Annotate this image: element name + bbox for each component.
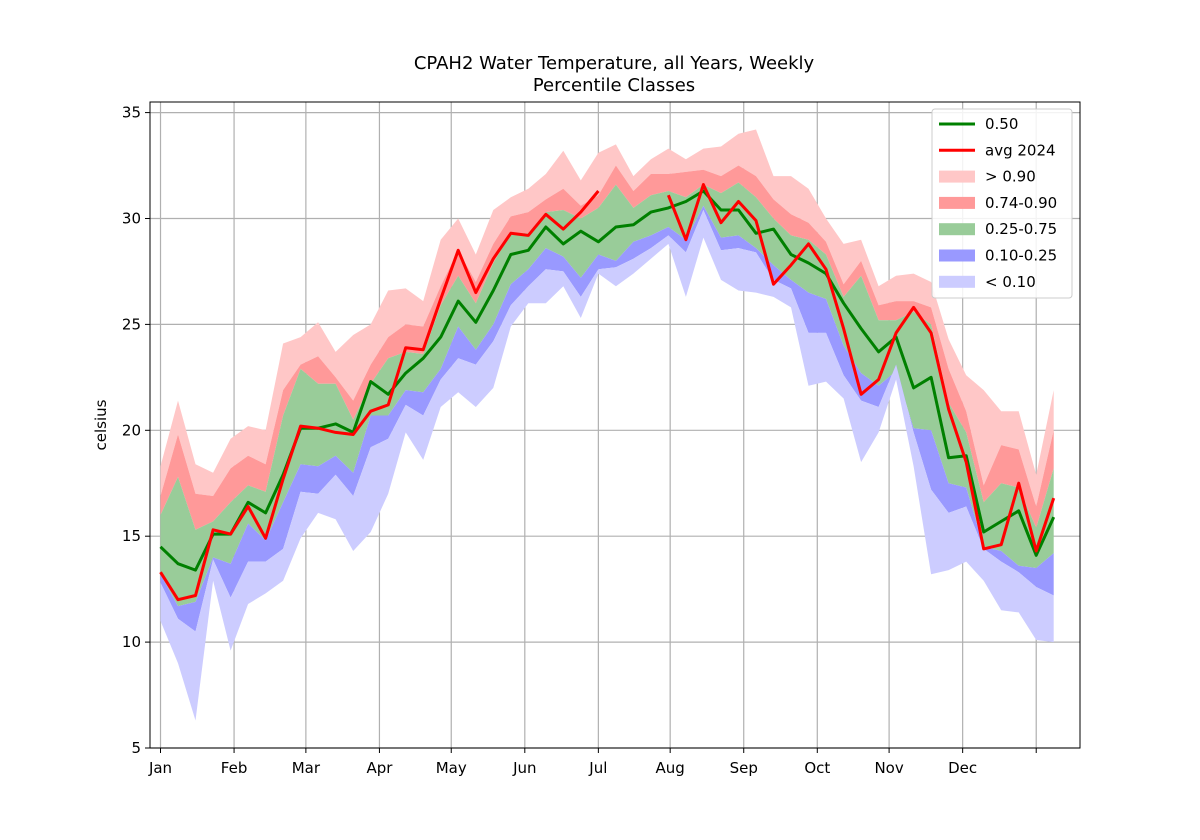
plot-frame	[149, 101, 1081, 749]
legend-entry-label: 0.10-0.25	[985, 247, 1057, 265]
y-axis-label: celsius	[92, 399, 110, 450]
x-tick-label: Feb	[221, 759, 248, 777]
y-tick-label: 20	[122, 421, 141, 439]
legend-patch-swatch	[939, 249, 975, 262]
y-tick-label: 35	[122, 104, 141, 122]
legend-entry-label: avg 2024	[985, 141, 1056, 159]
x-tick-label: Nov	[874, 759, 903, 777]
legend-entry-label: 0.25-0.75	[985, 220, 1057, 238]
y-tick-label: 5	[131, 739, 141, 757]
legend: 0.50 avg 2024 > 0.90 0.74-0.90 0.25-0.75 0.10…	[931, 108, 1073, 299]
band-0-74-0-90	[160, 165, 1054, 530]
y-tick-label: 30	[122, 209, 141, 227]
legend-entry-label: 0.74-0.90	[985, 194, 1057, 212]
series-lines	[159, 183, 1056, 602]
axis-ticks: Jan Feb Mar Apr May Jun Jul Aug Sep Oct Nov Dec 5 10 1…	[122, 104, 1037, 777]
x-tick-label: Mar	[292, 759, 321, 777]
x-tick-label: Dec	[948, 759, 977, 777]
legend-patch-swatch	[939, 223, 975, 236]
legend-patch-swatch	[939, 170, 975, 183]
legend-entry-label: < 0.10	[985, 273, 1036, 291]
y-tick-label: 10	[122, 633, 141, 651]
legend-patch-swatch	[939, 196, 975, 209]
chart-subtitle: Percentile Classes	[533, 75, 695, 96]
x-tick-label: Oct	[804, 759, 830, 777]
legend-entry-label: > 0.90	[985, 168, 1036, 186]
x-tick-label: Aug	[656, 759, 685, 777]
x-tick-label: Jul	[588, 759, 607, 777]
x-tick-label: Sep	[730, 759, 758, 777]
band-0-10-0-25	[160, 205, 1054, 632]
y-tick-label: 15	[122, 527, 141, 545]
x-tick-label: Jun	[512, 759, 536, 777]
chart-title: CPAH2 Water Temperature, all Years, Week…	[414, 53, 815, 74]
x-tick-label: Jan	[148, 759, 172, 777]
y-tick-label: 25	[122, 315, 141, 333]
legend-entry-label: 0.50	[985, 115, 1018, 133]
x-tick-label: May	[436, 759, 467, 777]
x-tick-label: Apr	[366, 759, 393, 777]
series-line-avg-2024	[159, 183, 1056, 602]
legend-patch-swatch	[939, 275, 975, 288]
